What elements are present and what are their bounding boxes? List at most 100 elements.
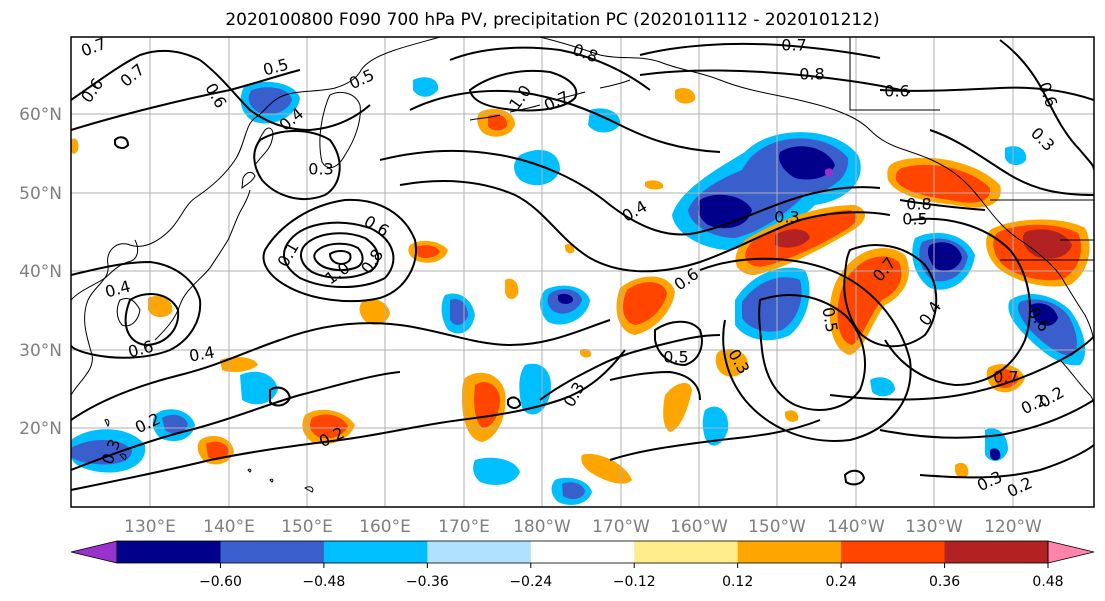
- shade-positive-west-pacific: [359, 299, 390, 325]
- lon-label: 170°W: [592, 517, 650, 537]
- pv-contour-35: [843, 469, 866, 486]
- pv-contour-38: [269, 386, 292, 407]
- coast-japan: [154, 171, 256, 341]
- lon-label: 130°W: [905, 517, 963, 537]
- shade-negative-large-gulf-core: [698, 146, 835, 229]
- colorbar-swatch: [427, 541, 532, 563]
- shade-positive-central-band-mid: [623, 282, 667, 325]
- colorbar-tick-label: −0.24: [509, 574, 552, 590]
- colorbar-tick-label: 0.24: [826, 574, 857, 590]
- lat-label: 50°N: [19, 184, 62, 204]
- shade-positive-tropical-east-3: [715, 348, 748, 377]
- colorbar-tick-label: 0.12: [722, 574, 753, 590]
- latitude-labels: 60°N 50°N 40°N 30°N 20°N: [19, 105, 62, 439]
- colorbar-swatch: [737, 541, 842, 563]
- colorbar-labels: −0.60 −0.48 −0.36 −0.24 −0.12 0.12 0.24 0.36 0.4…: [199, 574, 1064, 590]
- pv-contour-28: [699, 257, 912, 442]
- shade-positive-small-4: [580, 348, 592, 358]
- shade-negative-northeast-corner: [1005, 146, 1027, 166]
- pv-contour-30: [843, 244, 938, 348]
- coast-asia-mainland: [71, 37, 441, 396]
- shade-negative-aleutian-west: [514, 150, 560, 186]
- contour-label: 0.3: [774, 208, 799, 227]
- pv-contour-7: [313, 242, 364, 272]
- coast-asia-gulf: [71, 239, 139, 301]
- colorbar-tick-label: −0.12: [613, 574, 656, 590]
- map-frame: [70, 36, 1095, 508]
- lon-label: 140°W: [827, 517, 885, 537]
- coast-canada-border: [849, 37, 1094, 261]
- pv-contour-1: [71, 69, 301, 131]
- contour-label: 0.5: [902, 210, 927, 229]
- pv-contour-4: [253, 130, 341, 200]
- lon-label: 160°W: [670, 517, 728, 537]
- colorbar-extend-high: [1047, 540, 1095, 564]
- lon-label: 140°E: [203, 517, 255, 537]
- pv-contour-16: [639, 69, 911, 93]
- colorbar-swatch: [530, 541, 635, 563]
- pv-contour-37: [114, 136, 130, 149]
- pv-contour-2: [71, 49, 201, 101]
- pv-contour-26: [539, 334, 721, 401]
- shade-positive-tropical-east-1: [581, 453, 632, 484]
- colorbar-swatch: [944, 541, 1049, 563]
- contour-label: 0.7: [993, 368, 1018, 387]
- shade-negative-tropical-5: [702, 406, 729, 446]
- pv-contour-33: [879, 399, 1094, 439]
- pv-contour-20: [899, 199, 986, 211]
- pv-contour-32: [829, 334, 1094, 401]
- shade-positive-tropical-east-2: [663, 382, 692, 432]
- colorbar-tick-label: 0.36: [929, 574, 960, 590]
- pv-contour-14: [468, 69, 578, 112]
- colorbar-swatch: [634, 541, 739, 563]
- pv-contour-23: [71, 319, 611, 421]
- colorbar-swatch: [220, 541, 325, 563]
- pv-contour-5: [283, 221, 395, 288]
- contour-label: 0.5: [663, 348, 688, 367]
- lat-label: 20°N: [19, 419, 62, 439]
- shade-positive-aleutian-mid: [488, 114, 508, 131]
- shade-positive-gulf-band-core: [775, 229, 810, 248]
- shade-negative-subtropics-west-mid: [162, 414, 188, 434]
- pv-contour-36: [507, 396, 522, 409]
- pv-contour-6: [299, 232, 380, 279]
- shade-negative-california-mid: [1018, 299, 1077, 356]
- longitude-labels: 130°E 140°E 150°E 160°E 170°E 180°W 170°W 160°W…: [124, 517, 1042, 537]
- map-title: 2020100800 F090 700 hPa PV, precipitatio…: [225, 10, 880, 30]
- shade-positive-small-1: [505, 278, 519, 300]
- graticule: [71, 37, 1094, 507]
- shade-positive-north-small: [675, 88, 696, 104]
- shade-positive-tropical-west-mid: [310, 414, 348, 439]
- shade-positive-japan-east-mid: [416, 245, 440, 259]
- contour-label: 0.6: [884, 82, 909, 101]
- pv-contour-12: [409, 89, 721, 153]
- pv-contour-24: [71, 371, 401, 471]
- lat-label: 60°N: [19, 105, 62, 125]
- lon-label: 170°E: [438, 517, 490, 537]
- shade-negative-california-core: [1030, 303, 1058, 326]
- pv-contour-27: [654, 320, 703, 367]
- colorbar-ticks: [219, 563, 1049, 568]
- shade-negative-philippine-sea-mid: [71, 439, 132, 465]
- coast-aleutians: [469, 79, 631, 121]
- colorbar-swatch: [117, 541, 221, 563]
- pv-contour-10: [379, 149, 881, 236]
- lon-label: 180°W: [513, 517, 571, 537]
- shade-negative-gulf-purple: [824, 168, 833, 177]
- shade-negative-tropical-4-mid: [562, 482, 585, 500]
- colorbar-tick-label: 0.48: [1032, 574, 1063, 590]
- shade-positive-small-5: [565, 243, 575, 254]
- shade-positive-small-2: [785, 410, 799, 422]
- lat-label: 30°N: [19, 341, 62, 361]
- shade-negative-tropical-3: [473, 457, 520, 485]
- pv-contour-13: [449, 46, 651, 91]
- pv-contour-40: [609, 370, 701, 401]
- shade-negative-kamchatka-mid: [248, 87, 292, 115]
- colorbar-outline: [116, 540, 1049, 564]
- map-panel: 0.70.6 0.7 0.50.60.40.30.51.0 0.70.8 0.70.80…: [70, 36, 1095, 508]
- colorbar-swatch: [841, 541, 946, 563]
- shade-positive-japan: [148, 295, 173, 318]
- shade-negative-north-pacific-2: [413, 77, 439, 97]
- pv-contour-18: [999, 39, 1094, 171]
